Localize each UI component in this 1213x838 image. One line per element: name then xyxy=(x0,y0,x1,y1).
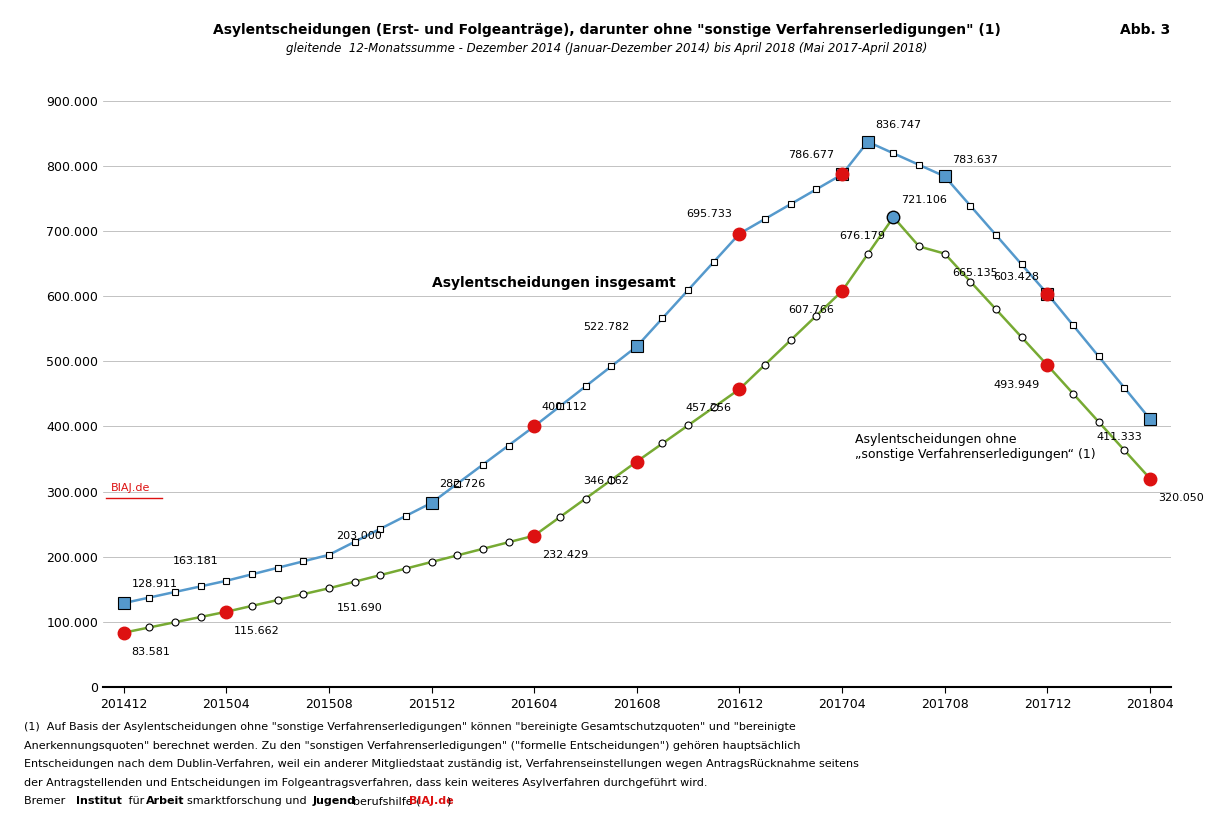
Text: 282.726: 282.726 xyxy=(439,478,485,489)
Text: BIAJ.de: BIAJ.de xyxy=(110,483,150,493)
Text: Abb. 3: Abb. 3 xyxy=(1121,23,1171,38)
Text: 232.429: 232.429 xyxy=(542,550,588,560)
Text: 346.162: 346.162 xyxy=(583,476,630,486)
Text: 411.333: 411.333 xyxy=(1097,432,1143,442)
Text: berufshilfe (: berufshilfe ( xyxy=(353,796,421,806)
Text: Anerkennungsquoten" berechnet werden. Zu den "sonstigen Verfahrenserledigungen" : Anerkennungsquoten" berechnet werden. Zu… xyxy=(24,741,801,751)
Text: 836.747: 836.747 xyxy=(876,120,922,130)
Text: Asylentscheidungen ohne
„sonstige Verfahrenserledigungen“ (1): Asylentscheidungen ohne „sonstige Verfah… xyxy=(855,433,1095,461)
Text: 665.135: 665.135 xyxy=(952,268,998,278)
Text: 493.949: 493.949 xyxy=(993,380,1040,390)
Text: der Antragstellenden und Entscheidungen im Folgeantragsverfahren, dass kein weit: der Antragstellenden und Entscheidungen … xyxy=(24,778,707,788)
Text: Jugend: Jugend xyxy=(313,796,355,806)
Text: 163.181: 163.181 xyxy=(172,556,218,566)
Text: 607.766: 607.766 xyxy=(788,305,835,315)
Text: 522.782: 522.782 xyxy=(583,322,630,332)
Text: 695.733: 695.733 xyxy=(685,210,731,220)
Text: Entscheidungen nach dem Dublin-Verfahren, weil ein anderer Mitgliedstaat zuständ: Entscheidungen nach dem Dublin-Verfahren… xyxy=(24,759,859,769)
Text: 83.581: 83.581 xyxy=(131,647,170,657)
Text: 203.000: 203.000 xyxy=(337,530,382,541)
Text: smarktforschung und: smarktforschung und xyxy=(187,796,311,806)
Text: gleitende  12-Monatssumme - Dezember 2014 (Januar-Dezember 2014) bis April 2018 : gleitende 12-Monatssumme - Dezember 2014… xyxy=(286,42,927,55)
Text: 676.179: 676.179 xyxy=(839,231,885,241)
Text: (1)  Auf Basis der Asylentscheidungen ohne "sonstige Verfahrenserledigungen" kön: (1) Auf Basis der Asylentscheidungen ohn… xyxy=(24,722,796,732)
Text: Bremer: Bremer xyxy=(24,796,69,806)
Text: 151.690: 151.690 xyxy=(337,603,382,613)
Text: Asylentscheidungen (Erst- und Folgeanträge), darunter ohne "sonstige Verfahrense: Asylentscheidungen (Erst- und Folgeanträ… xyxy=(212,23,1001,38)
Text: 128.911: 128.911 xyxy=(131,579,177,589)
Text: 115.662: 115.662 xyxy=(234,626,280,636)
Text: 320.050: 320.050 xyxy=(1157,493,1203,503)
Text: Asylentscheidungen insgesamt: Asylentscheidungen insgesamt xyxy=(432,276,676,290)
Text: BIAJ.de: BIAJ.de xyxy=(409,796,454,806)
Text: 400.112: 400.112 xyxy=(542,402,588,412)
Text: für: für xyxy=(125,796,148,806)
Text: 721.106: 721.106 xyxy=(901,195,947,205)
Text: Institut: Institut xyxy=(76,796,123,806)
Text: Arbeit: Arbeit xyxy=(146,796,184,806)
Text: 786.677: 786.677 xyxy=(788,150,835,160)
Text: 603.428: 603.428 xyxy=(993,272,1040,282)
Text: 457.256: 457.256 xyxy=(685,403,731,413)
Text: 783.637: 783.637 xyxy=(952,155,998,165)
Text: ): ) xyxy=(446,796,451,806)
